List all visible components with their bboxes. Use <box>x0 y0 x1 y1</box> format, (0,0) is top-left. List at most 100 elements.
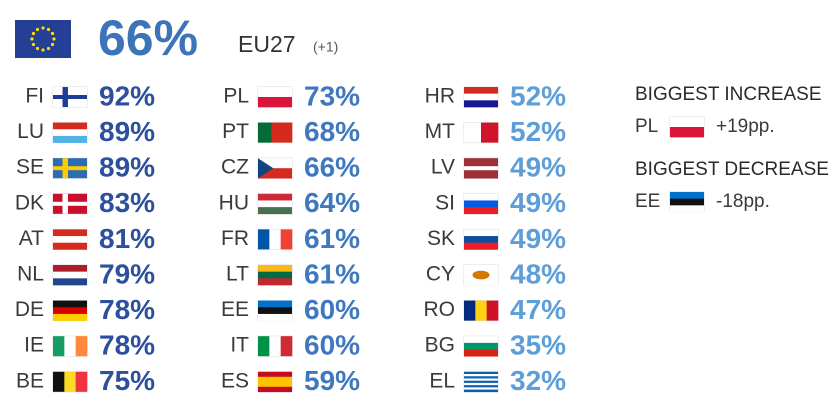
country-value: 68% <box>304 116 360 147</box>
eu-star <box>35 27 40 32</box>
flag-stripe <box>53 307 87 315</box>
country-code: ES <box>221 369 249 392</box>
country-value: 66% <box>304 152 360 183</box>
country-code: PT <box>222 120 249 143</box>
flag-stripe <box>464 336 498 344</box>
flag-stripe <box>53 95 87 99</box>
country-value: 83% <box>99 187 155 218</box>
flag-stripe <box>464 122 482 143</box>
flag-stripe <box>464 387 498 390</box>
flag-stripe <box>258 313 292 321</box>
country-value: 59% <box>304 365 360 396</box>
flag-stripe <box>464 389 498 393</box>
flag-stripe <box>53 336 65 357</box>
flag-stripe <box>53 201 87 206</box>
country-value: 35% <box>510 330 566 361</box>
country-code: RO <box>424 298 456 321</box>
country-value: 60% <box>304 330 360 361</box>
country-code: NL <box>17 263 44 286</box>
country-value: 75% <box>99 365 155 396</box>
flag-stripe <box>271 122 279 143</box>
flag-stripe <box>258 265 292 272</box>
country-code: CY <box>426 263 455 286</box>
flag-stripe <box>53 229 87 237</box>
country-code: FI <box>25 85 44 108</box>
country-code: LT <box>226 263 249 286</box>
flag-stripe <box>464 382 498 386</box>
flag-stripe <box>464 371 498 375</box>
increase-change: +19pp. <box>716 116 775 137</box>
flag-stripe <box>464 385 498 388</box>
flag-stripe <box>53 271 87 279</box>
flag-stripe <box>53 371 65 392</box>
flag-stripe <box>258 158 274 179</box>
flag-stripe <box>53 129 87 137</box>
country-value: 48% <box>510 258 566 289</box>
country-code: HU <box>219 191 249 214</box>
flag-stripe <box>464 342 498 350</box>
flag-stripe <box>285 122 293 143</box>
country-value: 61% <box>304 258 360 289</box>
flag-stripe <box>64 336 76 357</box>
flag-stripe <box>53 313 87 321</box>
flag-stripe <box>64 371 76 392</box>
flag-stripe <box>280 336 293 357</box>
decrease-change: -18pp. <box>716 191 770 212</box>
flag-stripe <box>670 127 704 138</box>
country-code: MT <box>425 120 455 143</box>
country-value: 79% <box>99 258 155 289</box>
eu-star <box>50 31 55 36</box>
flag-stripe <box>464 166 498 171</box>
flag-stripe <box>464 193 498 201</box>
flag-stripe <box>258 158 292 169</box>
flag-stripe <box>670 192 704 199</box>
flag-stripe <box>464 207 498 215</box>
flag-stripe <box>486 300 499 321</box>
eu-star <box>50 42 55 47</box>
flag-stripe <box>53 236 87 244</box>
header-note: (+1) <box>313 39 338 55</box>
flag-stripe <box>464 229 498 237</box>
flag-stripe <box>258 307 292 315</box>
flag-stripe <box>53 278 87 286</box>
country-value: 73% <box>304 80 360 111</box>
country-value: 47% <box>510 294 566 325</box>
country-code: HR <box>425 85 455 108</box>
flag-stripe <box>280 229 293 250</box>
flag-stripe <box>258 300 292 308</box>
eu-star <box>41 26 45 30</box>
flag-stripe <box>475 300 487 321</box>
flag-stripe <box>258 376 292 383</box>
country-value: 64% <box>304 187 360 218</box>
country-value: 52% <box>510 80 566 111</box>
flag-stripe <box>258 168 292 179</box>
eu-star <box>30 37 34 41</box>
flag-stripe <box>53 265 87 272</box>
country-code: SE <box>16 156 44 179</box>
flag-stripe <box>464 300 476 321</box>
eu-flag <box>15 20 71 58</box>
flag-stripe <box>464 93 498 101</box>
decrease-title: BIGGEST DECREASE <box>635 159 829 180</box>
flag-stripe <box>464 374 498 377</box>
flag-stripe <box>464 170 498 175</box>
eu-star <box>31 42 36 47</box>
eu-star <box>41 48 45 52</box>
country-code: DK <box>15 191 44 214</box>
country-value: 78% <box>99 294 155 325</box>
flag-stripe <box>75 371 88 392</box>
flag-stripe <box>258 229 270 250</box>
country-code: EL <box>429 369 455 392</box>
header-value: 66% <box>98 10 198 66</box>
country-code: EE <box>221 298 249 321</box>
flag-stripe <box>464 242 498 250</box>
country-code: IE <box>24 334 44 357</box>
flag-stripe <box>464 349 498 357</box>
eu-star <box>52 37 56 41</box>
eu-star <box>46 46 51 51</box>
country-value: 89% <box>99 116 155 147</box>
flag-stripe <box>464 236 498 244</box>
flag-stripe <box>269 229 281 250</box>
country-value: 32% <box>510 365 566 396</box>
